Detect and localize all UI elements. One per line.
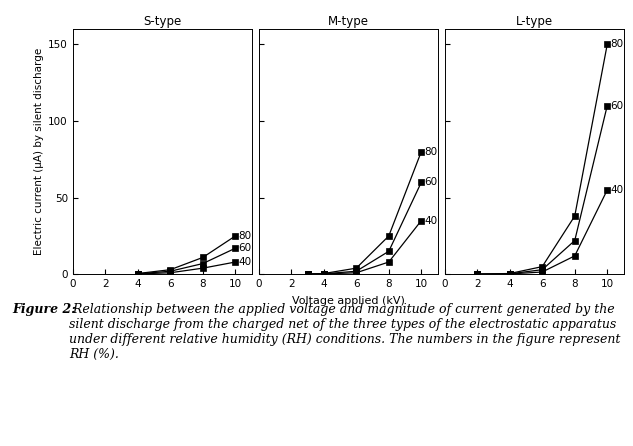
Y-axis label: Electric current (μA) by silent discharge: Electric current (μA) by silent discharg… — [34, 48, 44, 255]
Title: M-type: M-type — [328, 15, 368, 28]
Text: 40: 40 — [610, 185, 624, 195]
Title: L-type: L-type — [515, 15, 553, 28]
Text: 60: 60 — [239, 243, 252, 253]
Title: S-type: S-type — [143, 15, 181, 28]
Text: 60: 60 — [425, 178, 437, 187]
Text: 40: 40 — [239, 257, 252, 267]
Text: 60: 60 — [610, 101, 624, 111]
Text: 80: 80 — [610, 39, 624, 50]
Text: Relationship between the applied voltage and magnitude of current generated by t: Relationship between the applied voltage… — [70, 303, 621, 361]
Text: Figure 2:: Figure 2: — [13, 303, 77, 316]
Text: 40: 40 — [425, 215, 437, 226]
Text: 80: 80 — [239, 231, 252, 241]
X-axis label: Voltage applied (kV): Voltage applied (kV) — [292, 296, 404, 306]
Text: 80: 80 — [425, 147, 437, 157]
